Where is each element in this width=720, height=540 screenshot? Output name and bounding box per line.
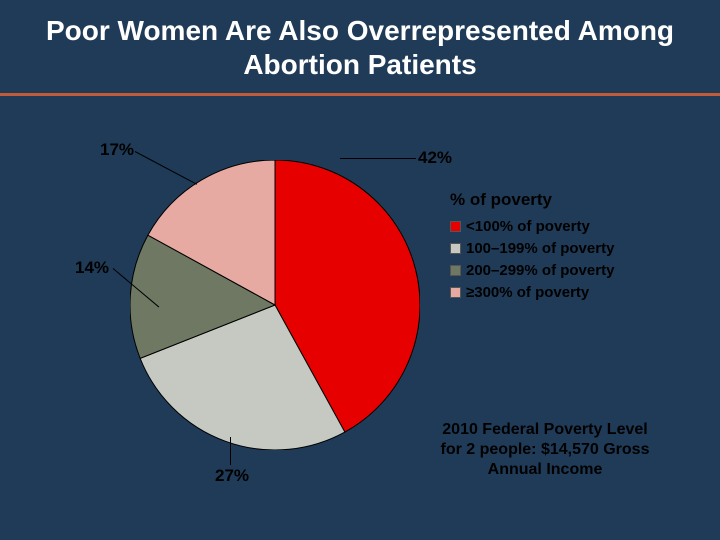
- legend-item-0: <100% of poverty: [450, 218, 650, 235]
- leader-1: [230, 437, 231, 465]
- legend-title: % of poverty: [450, 190, 650, 210]
- slide-title: Poor Women Are Also Overrepresented Amon…: [46, 15, 674, 80]
- slide: Poor Women Are Also Overrepresented Amon…: [0, 0, 720, 540]
- chart-area: 42% 27% 14% 17% % of poverty <100% of po…: [80, 130, 660, 520]
- legend-item-1: 100–199% of poverty: [450, 240, 650, 257]
- title-band: Poor Women Are Also Overrepresented Amon…: [0, 0, 720, 93]
- legend: % of poverty <100% of poverty 100–199% o…: [450, 190, 650, 306]
- footnote: 2010 Federal Poverty Level for 2 people:…: [440, 420, 650, 480]
- legend-swatch-1: [450, 243, 461, 254]
- title-divider: [0, 93, 720, 96]
- slice-label-2: 14%: [75, 258, 109, 278]
- legend-text-3: ≥300% of poverty: [466, 284, 589, 301]
- slice-label-3: 17%: [100, 140, 134, 160]
- legend-item-3: ≥300% of poverty: [450, 284, 650, 301]
- legend-swatch-3: [450, 287, 461, 298]
- legend-swatch-0: [450, 221, 461, 232]
- legend-text-0: <100% of poverty: [466, 218, 590, 235]
- pie-chart: [130, 160, 420, 450]
- legend-text-1: 100–199% of poverty: [466, 240, 614, 257]
- legend-swatch-2: [450, 265, 461, 276]
- leader-0: [340, 158, 416, 159]
- slice-label-0: 42%: [418, 148, 452, 168]
- legend-item-2: 200–299% of poverty: [450, 262, 650, 279]
- slice-label-1: 27%: [215, 466, 249, 486]
- pie-svg: [130, 160, 420, 450]
- legend-text-2: 200–299% of poverty: [466, 262, 614, 279]
